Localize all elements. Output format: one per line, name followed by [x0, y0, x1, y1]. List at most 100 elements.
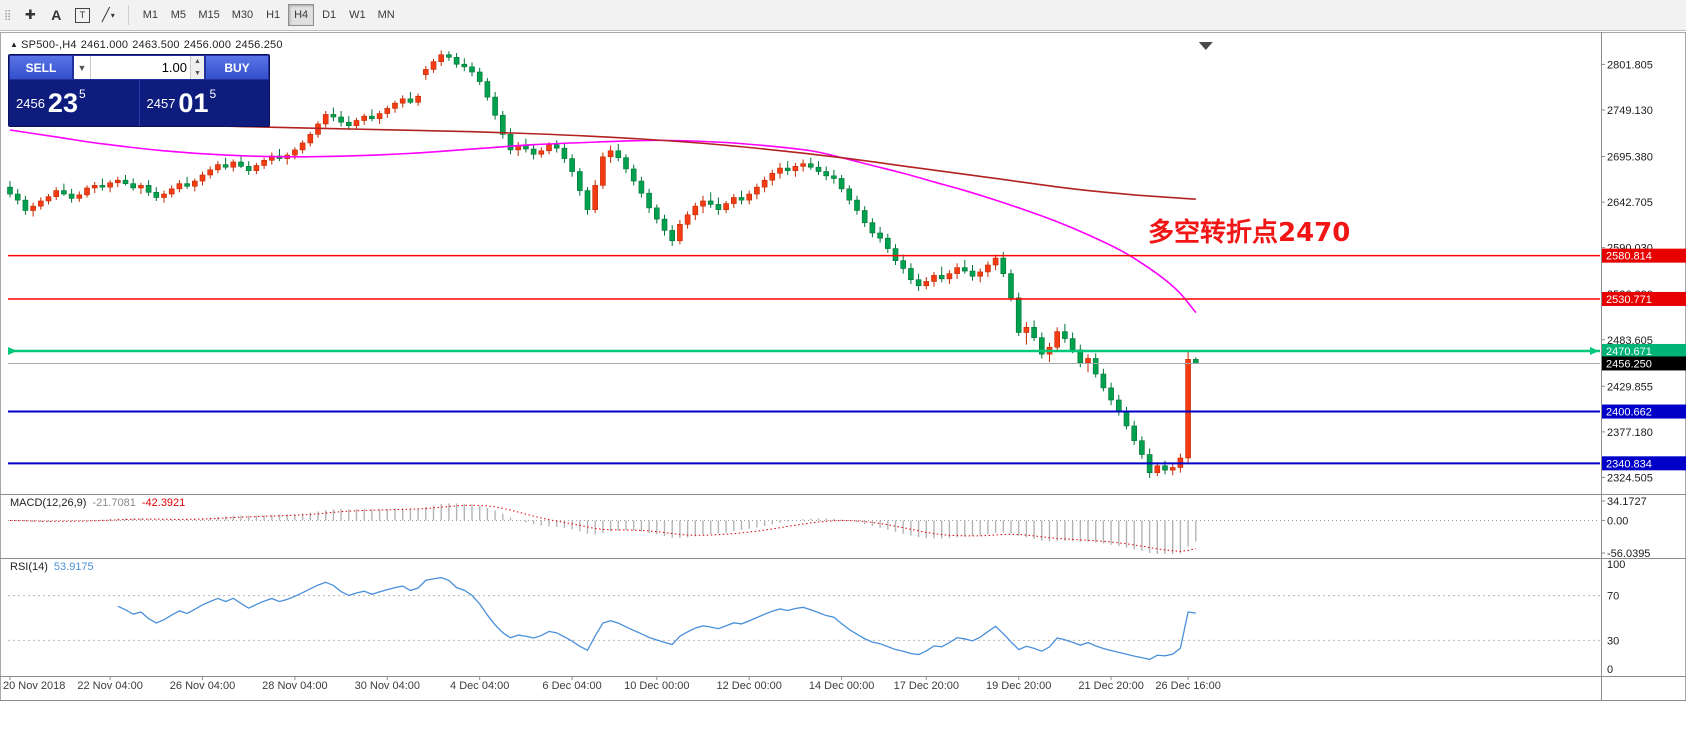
- price-tag-2530.771: 2530.771: [1602, 291, 1686, 306]
- volume-dropdown-caret-icon[interactable]: ▼: [74, 56, 91, 79]
- timeframe-button-m1[interactable]: M1: [137, 4, 163, 26]
- svg-text:2470.671: 2470.671: [1606, 346, 1652, 358]
- time-axis-label: 19 Dec 20:00: [986, 680, 1051, 692]
- macd-main-value: -21.7081: [92, 497, 136, 509]
- svg-text:2456.250: 2456.250: [1606, 358, 1652, 370]
- chart-shift-marker-icon[interactable]: [1198, 42, 1213, 50]
- svg-text:2400.662: 2400.662: [1606, 407, 1652, 419]
- time-axis-label: 6 Dec 04:00: [542, 680, 601, 692]
- macd-label: MACD(12,26,9): [10, 497, 87, 509]
- time-axis-label: 17 Dec 20:00: [894, 680, 959, 692]
- price-tag-2470.671: 2470.671: [1602, 343, 1686, 358]
- rsi-axis-label: 30: [1607, 635, 1619, 647]
- time-axis[interactable]: 20 Nov 2018 22 Nov 04:00 26 Nov 04:00 28 No…: [3, 676, 1221, 692]
- text-box-icon[interactable]: T: [70, 3, 94, 27]
- bid-big-digits: 23: [47, 87, 78, 118]
- price-axis-label: 2801.805: [1607, 59, 1653, 71]
- svg-text:2340.834: 2340.834: [1606, 458, 1652, 470]
- macd-axis-label: 34.1727: [1607, 496, 1647, 508]
- time-axis-label: 26 Nov 04:00: [170, 680, 235, 692]
- trade-controls-row: SELL ▼ ▲ ▼ BUY: [9, 55, 269, 80]
- ask-pip-digit: 5: [209, 87, 217, 101]
- level-arrow-left: [8, 346, 17, 355]
- volume-steppers: ▲ ▼: [190, 56, 204, 79]
- candlestick-plot: [7, 50, 1199, 478]
- volume-input[interactable]: [91, 56, 190, 79]
- time-axis-label: 20 Nov 2018: [3, 680, 65, 692]
- rsi-label: RSI(14): [10, 561, 48, 573]
- rsi-axis-label: 70: [1607, 591, 1619, 603]
- open-value: 2461.000: [80, 39, 129, 51]
- chart-window-frame: [0, 32, 1686, 701]
- macd-header: MACD(12,26,9) -21.7081 -42.3921: [10, 497, 185, 509]
- one-click-trading-panel: SELL ▼ ▲ ▼ BUY 2456 23 5 2457 01 5: [8, 54, 270, 127]
- timeframe-button-d1[interactable]: D1: [316, 4, 342, 26]
- timeframe-button-m30[interactable]: M30: [227, 4, 258, 26]
- rsi-panel: 100 70 30 0: [8, 559, 1625, 676]
- crosshair-icon[interactable]: ✚: [18, 3, 42, 27]
- rsi-value: 53.9175: [53, 561, 94, 573]
- rsi-axis-label: 0: [1607, 664, 1613, 676]
- time-axis-label: 30 Nov 04:00: [355, 680, 420, 692]
- text-box-glyph: T: [74, 7, 90, 23]
- sell-button[interactable]: SELL: [9, 55, 73, 80]
- time-axis-label: 26 Dec 16:00: [1155, 680, 1220, 692]
- shapes-dropdown-icon[interactable]: ╱ ▾: [96, 3, 120, 27]
- caret-down-icon: ▾: [110, 10, 115, 20]
- price-axis-label: 2377.180: [1607, 427, 1653, 439]
- symbol-marker-icon: ▲: [10, 40, 19, 49]
- rsi-header: RSI(14) 53.9175: [10, 561, 94, 573]
- timeframe-button-h1[interactable]: H1: [260, 4, 286, 26]
- bid-price[interactable]: 2456 23 5: [9, 80, 139, 126]
- time-axis-label: 22 Nov 04:00: [77, 680, 142, 692]
- time-axis-label: 21 Dec 20:00: [1078, 680, 1143, 692]
- level-arrow-right: [1590, 346, 1599, 355]
- bid-ask-row: 2456 23 5 2457 01 5: [9, 80, 269, 126]
- price-axis-label: 2483.605: [1607, 335, 1653, 347]
- symbol-timeframe-label: SP500-,H4: [21, 39, 77, 51]
- ask-prefix: 2457: [146, 95, 176, 111]
- time-axis-label: 10 Dec 00:00: [624, 680, 689, 692]
- svg-text:2580.814: 2580.814: [1606, 251, 1652, 263]
- price-axis-label: 2749.130: [1607, 105, 1653, 117]
- text-label-icon[interactable]: A: [44, 3, 68, 27]
- rsi-line: [117, 576, 1196, 661]
- chart-annotation-text[interactable]: 多空转折点2470: [1148, 218, 1351, 248]
- price-tag-2400.662: 2400.662: [1602, 404, 1686, 419]
- timeframe-button-m15[interactable]: M15: [193, 4, 224, 26]
- buy-button[interactable]: BUY: [205, 55, 269, 80]
- ask-big-digits: 01: [178, 87, 209, 118]
- timeframe-button-w1[interactable]: W1: [344, 4, 371, 26]
- toolbar-grip[interactable]: ⣿: [4, 9, 12, 21]
- price-axis-label: 2429.855: [1607, 381, 1653, 393]
- time-axis-label: 28 Nov 04:00: [262, 680, 327, 692]
- bid-pip-digit: 5: [78, 87, 86, 101]
- volume-decrease-button[interactable]: ▼: [191, 67, 204, 79]
- price-axis-label: 2695.380: [1607, 151, 1653, 163]
- timeframe-button-group: M1 M5 M15 M30 H1 H4 D1 W1 MN: [137, 4, 399, 26]
- price-axis[interactable]: 2801.8052749.1302695.3802642.7052590.030…: [1601, 32, 1653, 700]
- volume-control: ▼ ▲ ▼: [73, 55, 205, 80]
- timeframe-button-m5[interactable]: M5: [165, 4, 191, 26]
- toolbar-separator: [128, 5, 130, 25]
- macd-axis-label: -56.0395: [1607, 548, 1650, 560]
- price-tag-2340.834: 2340.834: [1602, 456, 1686, 471]
- timeframe-button-mn[interactable]: MN: [373, 4, 400, 26]
- volume-increase-button[interactable]: ▲: [191, 56, 204, 68]
- time-axis-label: 4 Dec 04:00: [450, 680, 509, 692]
- price-axis-label: 2642.705: [1607, 197, 1653, 209]
- ask-price[interactable]: 2457 01 5: [138, 80, 270, 126]
- rsi-axis-label: 100: [1607, 559, 1625, 571]
- close-value: 2456.250: [235, 39, 283, 51]
- low-value: 2456.000: [183, 39, 232, 51]
- ma-line-magenta: [9, 129, 1197, 314]
- time-axis-label: 12 Dec 00:00: [716, 680, 781, 692]
- chart-ohlc-header: ▲ SP500-,H4 2461.000 2463.500 2456.000 2456.2…: [10, 39, 287, 51]
- svg-text:2530.771: 2530.771: [1606, 294, 1652, 306]
- macd-signal-value: -42.3921: [141, 497, 186, 509]
- timeframe-button-h4[interactable]: H4: [288, 4, 315, 26]
- top-toolbar: ⣿ ✚ A T ╱ ▾ M1 M5 M15 M30 H1 H4 D1 W1 MN: [0, 0, 1686, 31]
- time-axis-label: 14 Dec 00:00: [809, 680, 874, 692]
- price-tag-2580.814: 2580.814: [1602, 248, 1686, 263]
